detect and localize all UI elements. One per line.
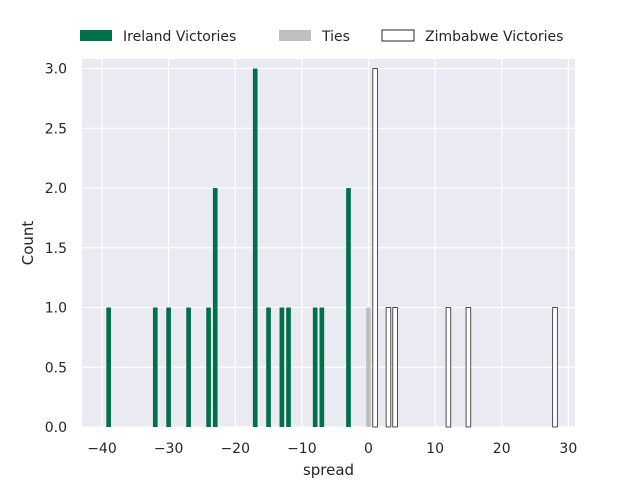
x-tick-labels: −40 −30 −20 −10 0 10 20 30 <box>87 441 577 457</box>
bar <box>392 307 398 428</box>
bar <box>312 307 318 427</box>
x-tick-label: −40 <box>87 441 117 457</box>
bar <box>186 307 191 427</box>
x-tick-label: −20 <box>220 441 250 457</box>
y-tick-label: 2.0 <box>45 181 67 197</box>
bar <box>552 307 558 428</box>
x-tick-label: −30 <box>154 441 184 457</box>
legend-swatch <box>381 29 415 42</box>
bar <box>346 188 351 427</box>
x-tick-label: 20 <box>493 441 511 457</box>
bar <box>319 307 325 427</box>
bar <box>252 68 258 427</box>
x-tick-label: −10 <box>287 441 317 457</box>
y-tick-label: 0.5 <box>45 360 67 376</box>
legend: Ireland Victories Ties Zimbabwe Victories <box>80 29 563 45</box>
bar <box>445 307 452 428</box>
x-tick-label: 10 <box>426 441 444 457</box>
y-tick-label: 2.5 <box>45 121 67 137</box>
y-tick-labels: 0.0 0.5 1.0 1.5 2.0 2.5 3.0 <box>45 62 67 436</box>
bar <box>266 307 271 427</box>
x-tick-label: 30 <box>559 441 577 457</box>
legend-label: Ireland Victories <box>123 29 236 45</box>
bar <box>279 307 285 427</box>
bar <box>152 307 158 427</box>
y-tick-label: 0.0 <box>45 420 67 436</box>
x-tick-label: 0 <box>364 441 373 457</box>
legend-item: Ireland Victories <box>80 29 236 45</box>
x-axis-label: spread <box>303 461 354 479</box>
y-tick-label: 1.0 <box>45 301 67 317</box>
legend-swatch <box>279 30 311 41</box>
bar <box>206 307 211 427</box>
bar <box>166 307 171 427</box>
bar <box>212 188 218 427</box>
legend-label: Ties <box>321 29 350 45</box>
grid-lines <box>82 59 575 428</box>
bar <box>372 68 378 428</box>
y-tick-label: 1.5 <box>45 241 67 257</box>
legend-item: Ties <box>279 29 350 45</box>
bar <box>286 307 291 427</box>
legend-swatch <box>80 30 112 41</box>
plot-background <box>82 59 575 427</box>
bar <box>366 307 371 427</box>
bar <box>106 307 111 427</box>
y-axis-label: Count <box>19 221 37 266</box>
bar <box>385 307 392 428</box>
bars-group <box>106 68 558 428</box>
legend-item: Zimbabwe Victories <box>381 29 563 45</box>
y-tick-label: 3.0 <box>45 62 67 78</box>
bar <box>465 307 472 428</box>
legend-label: Zimbabwe Victories <box>425 29 563 45</box>
